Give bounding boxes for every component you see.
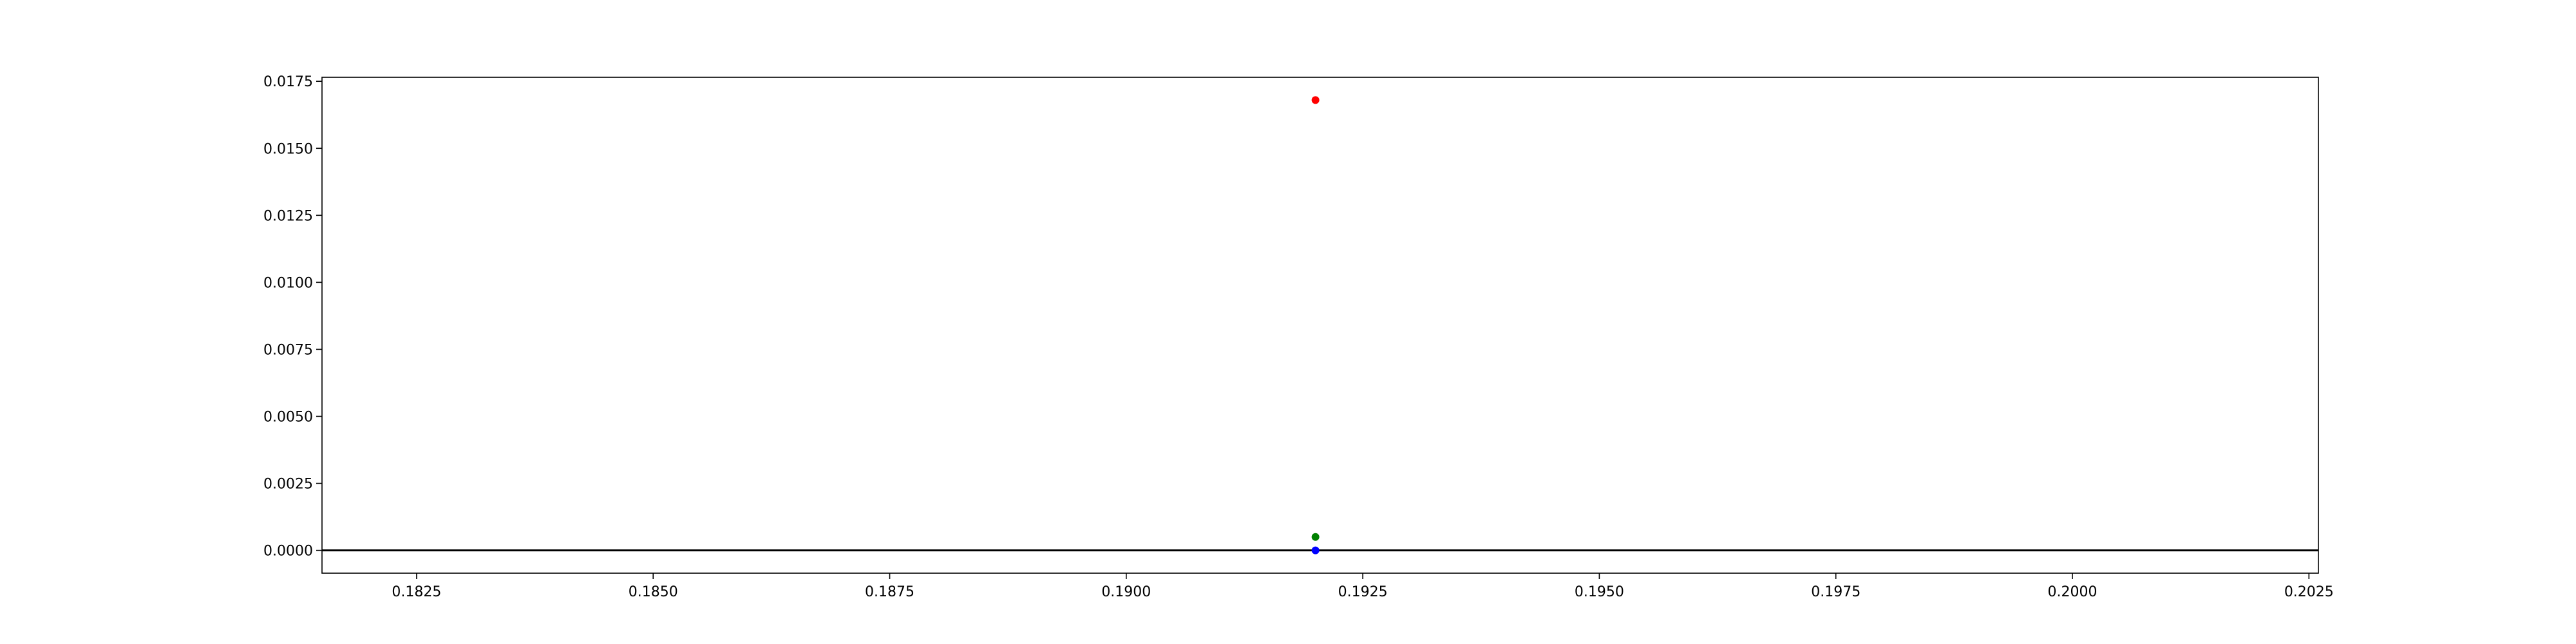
- y-tick-label-3: 0.0075: [263, 342, 313, 358]
- data-point-series-1-0: [1311, 533, 1320, 541]
- y-tick-label-5: 0.0125: [263, 208, 313, 224]
- axes-frame: [321, 77, 2319, 574]
- x-axis: 0.1825 0.1850 0.1875 0.1900 0.1925 0.1950 0.19…: [392, 573, 2334, 600]
- y-axis: 0.0000 0.0025 0.0050 0.0075 0.0100 0.0125 0.01…: [263, 74, 322, 560]
- y-tick-label-0: 0.0000: [263, 544, 313, 560]
- plot-area: [322, 96, 2318, 554]
- x-tick-label-2: 0.1875: [865, 584, 914, 600]
- y-tick-label-7: 0.0175: [263, 74, 313, 90]
- y-tick-label-6: 0.0150: [263, 141, 313, 157]
- data-point-series-0-0: [1311, 96, 1320, 104]
- x-tick-label-4: 0.1925: [1338, 584, 1388, 600]
- x-tick-label-0: 0.1825: [392, 584, 441, 600]
- x-tick-label-7: 0.2000: [2048, 584, 2098, 600]
- x-tick-label-6: 0.1975: [1811, 584, 1861, 600]
- x-tick-label-8: 0.2025: [2284, 584, 2334, 600]
- y-tick-label-1: 0.0025: [263, 477, 313, 493]
- y-tick-label-2: 0.0050: [263, 410, 313, 426]
- y-tick-label-4: 0.0100: [263, 275, 313, 291]
- data-point-series-2-0: [1311, 546, 1320, 554]
- x-tick-label-1: 0.1850: [629, 584, 678, 600]
- x-tick-label-5: 0.1950: [1575, 584, 1624, 600]
- x-tick-label-3: 0.1900: [1101, 584, 1151, 600]
